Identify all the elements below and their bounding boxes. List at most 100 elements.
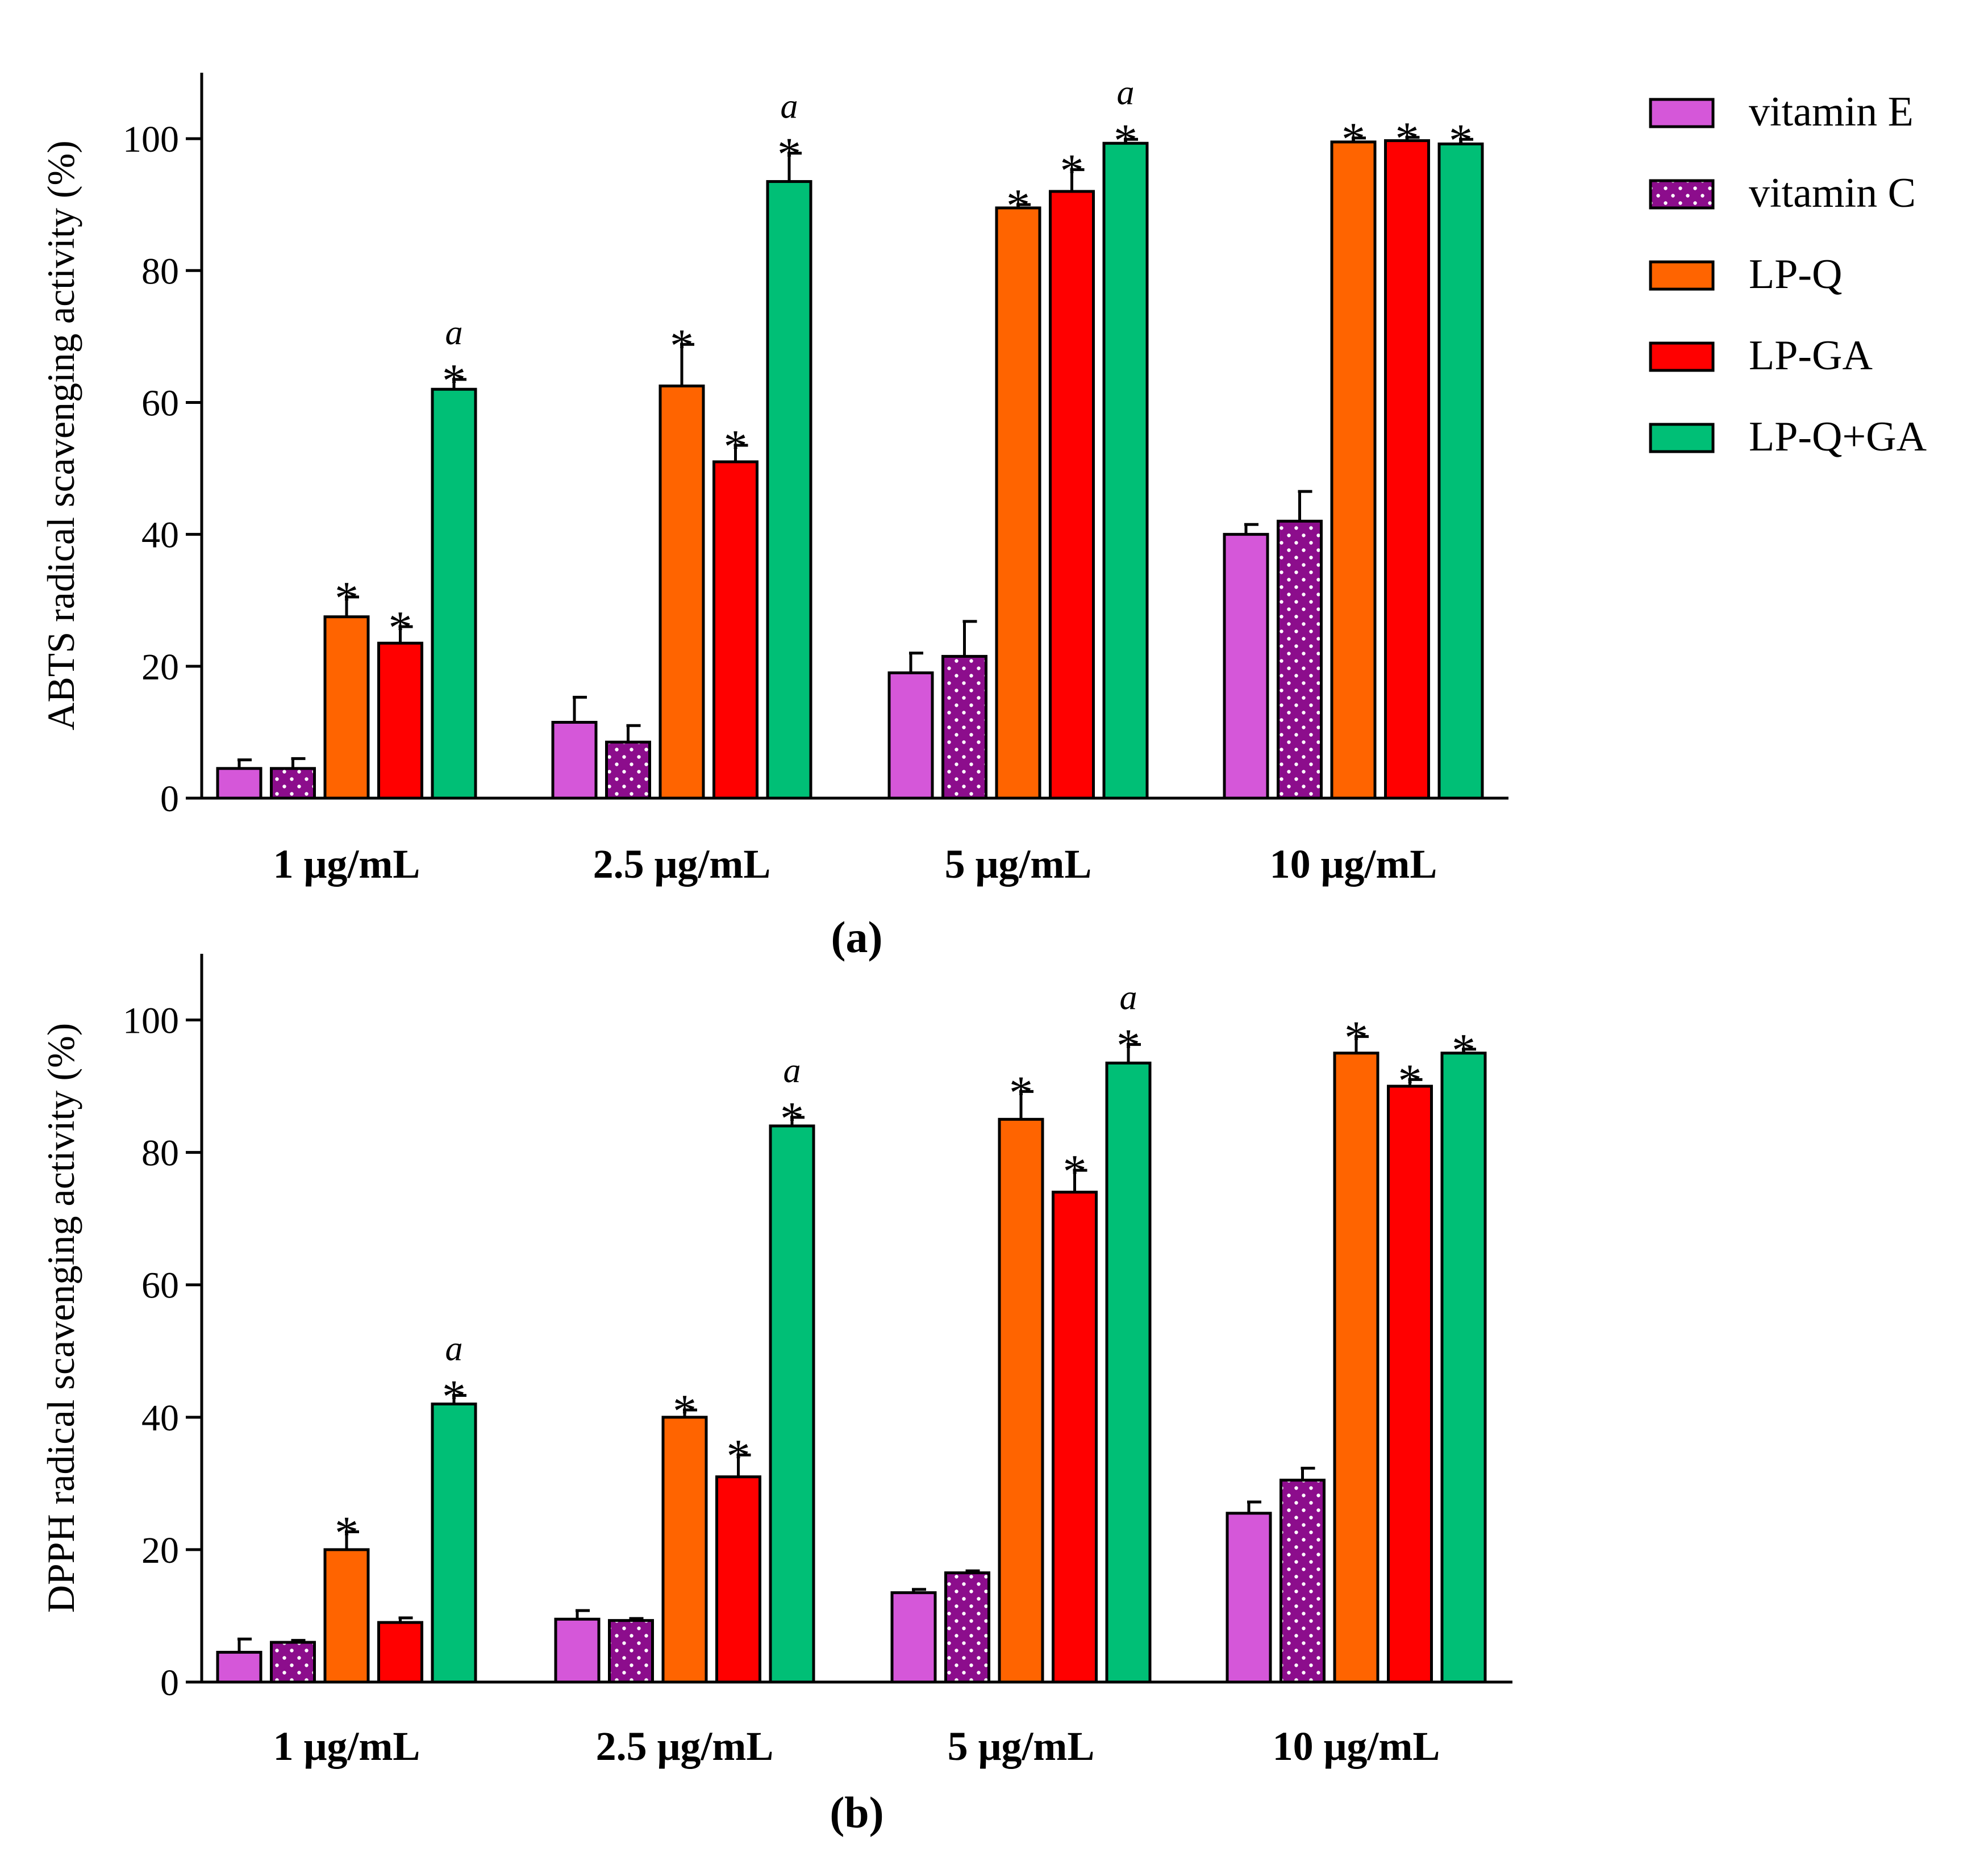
significance-star: * — [1341, 113, 1365, 166]
significance-star: * — [1449, 114, 1473, 167]
significance-star: * — [727, 1430, 751, 1483]
lp-ga-bar — [1052, 1191, 1098, 1684]
x-category-label: 10 μg/mL — [1270, 841, 1437, 887]
y-tick-label: 80 — [141, 251, 179, 292]
y-tick-label: 40 — [141, 1397, 179, 1439]
lp-q-bar — [661, 1416, 708, 1684]
lp-q-ga-bar — [431, 1403, 477, 1684]
legend-label-lp-ga: LP-GA — [1749, 332, 1873, 379]
vitamin-c-bar — [270, 767, 316, 800]
vitamin-e-bar — [216, 1651, 262, 1684]
vitamin-c-bar — [941, 654, 987, 800]
lp-q-bar — [323, 1548, 370, 1684]
lp-q-ga-bar — [1105, 1061, 1152, 1684]
significance-star: * — [673, 1385, 697, 1438]
lp-q-ga-bar — [1440, 1051, 1487, 1684]
y-tick-label: 60 — [141, 382, 179, 424]
lp-q-ga-bar — [431, 387, 477, 800]
significance-star: * — [1060, 145, 1084, 198]
lp-q-bar — [995, 206, 1041, 800]
lp-ga-bar — [1384, 139, 1430, 800]
significance-star: * — [1452, 1024, 1476, 1077]
significance-star: * — [1009, 1066, 1033, 1119]
legend: vitamin E vitamin C LP-Q LP-GA LP-Q+GA — [1649, 89, 1927, 460]
x-category-label: 2.5 μg/mL — [596, 1724, 774, 1769]
lp-ga-bar — [1387, 1084, 1433, 1684]
legend-swatch-lp-q-ga — [1649, 423, 1715, 453]
significance-star: * — [1114, 114, 1137, 167]
vitamin-e-bar — [216, 767, 262, 800]
x-category-label: 1 μg/mL — [273, 841, 420, 887]
dpph-chart-panel: 0 20 40 60 80 100 DPPH radical scavenging acti… — [39, 954, 1512, 1769]
x-category-label: 5 μg/mL — [948, 1724, 1095, 1769]
lp-q-bar — [1330, 140, 1377, 800]
y-tick-label: 0 — [160, 778, 179, 820]
y-tick-label: 100 — [123, 119, 179, 160]
y-axis-label: DPPH radical scavenging activity (%) — [39, 1023, 82, 1613]
significance-letter: a — [445, 1329, 463, 1368]
x-category-label: 2.5 μg/mL — [593, 841, 771, 887]
legend-swatch-lp-ga — [1649, 341, 1715, 372]
significance-letter: a — [445, 314, 463, 352]
y-axis-label: ABTS radical scavenging activity (%) — [39, 140, 82, 731]
lp-ga-bar — [377, 641, 423, 800]
y-tick-label: 40 — [141, 515, 179, 556]
vitamin-e-bar — [554, 1617, 601, 1684]
legend-label-vitamin-e: vitamin E — [1749, 89, 1914, 135]
y-tick-label: 20 — [141, 1530, 179, 1571]
significance-star: * — [777, 128, 801, 181]
significance-letter: a — [783, 1051, 801, 1090]
significance-star: * — [1344, 1012, 1368, 1065]
significance-star: * — [442, 1370, 466, 1423]
lp-q-bar — [1333, 1051, 1379, 1684]
y-tick-label: 20 — [141, 646, 179, 688]
lp-q-ga-bar — [1102, 141, 1149, 800]
vitamin-c-bar — [608, 1619, 654, 1684]
vitamin-e-bar — [1226, 1512, 1272, 1684]
vitamin-e-bar — [890, 1591, 937, 1684]
lp-q-bar — [659, 384, 705, 800]
lp-q-ga-bar — [769, 1124, 815, 1684]
vitamin-e-bar — [887, 671, 934, 800]
lp-q-bar — [323, 615, 370, 800]
significance-letter: a — [781, 87, 798, 126]
vitamin-e-bar — [1223, 533, 1269, 800]
vitamin-e-bar — [551, 720, 598, 800]
legend-label-vitamin-c: vitamin C — [1749, 170, 1916, 216]
vitamin-c-bar — [1280, 1479, 1326, 1684]
y-tick-label: 60 — [141, 1265, 179, 1307]
significance-star: * — [670, 319, 694, 372]
legend-swatch-vitamin-e — [1649, 98, 1715, 128]
panel-label-a: (a) — [831, 912, 883, 962]
legend-swatch-lp-q — [1649, 260, 1715, 291]
x-category-label: 1 μg/mL — [273, 1724, 420, 1769]
significance-star: * — [1006, 180, 1030, 232]
abts-chart-panel: 0 20 40 60 80 100 ABTS radical scavenging acti… — [39, 73, 1508, 887]
significance-star: * — [1116, 1020, 1140, 1073]
lp-q-bar — [998, 1117, 1044, 1684]
panel-label-b: (b) — [830, 1788, 883, 1837]
significance-star: * — [335, 1507, 359, 1559]
legend-swatch-vitamin-c — [1649, 179, 1715, 210]
lp-ga-bar — [377, 1621, 423, 1684]
significance-star: * — [1398, 1054, 1422, 1107]
significance-star: * — [1395, 112, 1419, 165]
legend-label-lp-q-ga: LP-Q+GA — [1749, 414, 1927, 460]
significance-letter: a — [1117, 73, 1135, 112]
y-tick-label: 100 — [123, 1000, 179, 1042]
vitamin-c-bar — [270, 1641, 316, 1684]
legend-label-lp-q: LP-Q — [1749, 251, 1842, 298]
lp-q-ga-bar — [1437, 142, 1484, 800]
significance-star: * — [780, 1092, 804, 1145]
x-category-label: 5 μg/mL — [945, 841, 1092, 887]
lp-ga-bar — [712, 460, 758, 800]
significance-star: * — [335, 572, 359, 625]
significance-star: * — [389, 602, 412, 654]
y-tick-label: 80 — [141, 1133, 179, 1174]
vitamin-c-bar — [944, 1571, 990, 1684]
significance-star: * — [442, 354, 466, 407]
lp-ga-bar — [1049, 190, 1095, 800]
lp-q-ga-bar — [766, 180, 812, 800]
y-tick-label: 0 — [160, 1662, 179, 1704]
